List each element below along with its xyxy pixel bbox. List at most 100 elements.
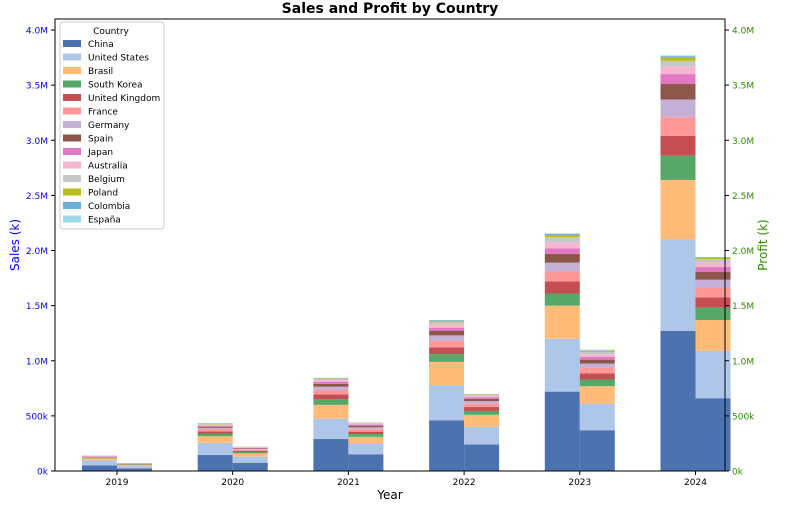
legend-label: Spain: [88, 135, 113, 145]
x-tick-label: 2024: [684, 478, 707, 488]
profit-bar-2024-10: [695, 259, 731, 263]
sales-bar-2024-10: [660, 60, 696, 67]
sales-bar-2024-6: [660, 99, 696, 118]
right-y-axis: 0k 500k 1.0M 1.5M 2.0M 2.5M 3.0M 3.5M 4.0M: [725, 27, 755, 478]
legend-swatch: [63, 67, 81, 74]
sales-bar-2020-2: [197, 436, 233, 443]
x-axis-label: Year: [376, 488, 402, 502]
profit-bar-2022-3: [464, 410, 500, 415]
legend-label: China: [88, 40, 114, 50]
profit-bar-2023-2: [579, 386, 615, 404]
sales-bar-2020-6: [197, 427, 233, 430]
profit-bar-2022-4: [464, 407, 500, 411]
legend-label: Colombia: [88, 202, 130, 212]
sales-bar-2024-13: [660, 55, 696, 57]
sales-bar-2022-10: [429, 322, 465, 325]
legend-label: Brasil: [88, 67, 113, 77]
legend-swatch: [63, 202, 81, 209]
sales-bar-2023-0: [544, 391, 580, 471]
profit-bar-2022-8: [464, 397, 500, 399]
legend-title: Country: [93, 27, 129, 37]
sales-bar-2023-10: [544, 237, 580, 243]
profit-bar-2019-2: [117, 464, 152, 467]
sales-bar-2020-9: [197, 424, 233, 426]
profit-bar-2024-6: [695, 279, 731, 288]
chart-title: Sales and Profit by Country: [282, 1, 499, 17]
profit-bar-2021-8: [348, 424, 384, 426]
profit-bar-2022-10: [464, 394, 500, 396]
sales-bar-2022-9: [429, 324, 465, 328]
sales-bar-2024-11: [660, 57, 696, 61]
profit-bar-2022-6: [464, 400, 500, 404]
profit-bar-2023-0: [579, 430, 615, 471]
legend-box: [59, 21, 165, 230]
legend-swatch: [63, 40, 81, 47]
legend-swatch: [63, 121, 81, 128]
left-y-axis: 0k 500k 1.0M 1.5M 2.0M 2.5M 3.0M 3.5M 4.0M: [26, 27, 55, 478]
profit-bar-2023-10: [579, 351, 615, 355]
sales-bar-2020-0: [197, 455, 233, 471]
sales-bar-2023-1: [544, 338, 580, 392]
profit-bar-2024-3: [695, 307, 731, 320]
legend-swatch: [63, 80, 81, 88]
sales-bar-2023-9: [544, 242, 580, 249]
profit-bar-2024-7: [695, 272, 731, 280]
sales-bar-2023-2: [544, 305, 580, 339]
sales-bar-2019-3: [82, 457, 117, 459]
sales-bar-2020-7: [197, 426, 233, 428]
sales-bar-2020-5: [197, 429, 233, 432]
left-tick-label: 0k: [37, 468, 49, 478]
sales-bar-2024-2: [660, 179, 696, 240]
sales-bar-2021-5: [313, 389, 349, 395]
sales-bar-2024-8: [660, 74, 696, 85]
profit-bar-2023-1: [579, 403, 615, 431]
sales-bar-2021-7: [313, 383, 349, 387]
sales-bar-2024-4: [660, 135, 696, 156]
right-tick-label: 1.0M: [732, 357, 754, 367]
sales-bar-2024-7: [660, 84, 696, 100]
profit-bar-2023-6: [579, 363, 615, 368]
profit-bar-2021-9: [348, 423, 384, 425]
sales-bar-2024-9: [660, 66, 696, 75]
sales-bar-2020-11: [197, 423, 233, 425]
sales-bar-2022-12: [429, 320, 465, 322]
sales-bar-2022-1: [429, 385, 465, 421]
profit-bar-2024-9: [695, 262, 731, 268]
sales-bar-2019-0: [82, 465, 117, 471]
x-tick-label: 2020: [221, 478, 244, 488]
profit-bar-2023-11: [579, 350, 615, 352]
profit-bar-2024-4: [695, 297, 731, 308]
profit-bar-2022-0: [464, 444, 500, 471]
x-tick-label: 2022: [453, 478, 476, 488]
sales-bar-2023-5: [544, 271, 580, 282]
profit-bar-2024-12: [695, 257, 731, 258]
legend-label: Poland: [88, 189, 118, 199]
profit-bar-2023-13: [579, 349, 615, 351]
sales-bar-2021-1: [313, 418, 349, 440]
right-y-axis-label: Profit (k): [756, 219, 770, 270]
sales-bar-2022-11: [429, 321, 465, 323]
sales-bar-2023-8: [544, 248, 580, 254]
profit-bar-2022-1: [464, 426, 500, 445]
x-tick-label: 2021: [337, 478, 360, 488]
legend-swatch: [63, 53, 81, 61]
profit-bar-2021-1: [348, 443, 384, 455]
legend-swatch: [63, 175, 81, 182]
legend-swatch: [63, 134, 81, 142]
profit-bar-2021-3: [348, 434, 384, 437]
profit-bar-2021-4: [348, 431, 384, 435]
legend-label: South Korea: [88, 81, 143, 91]
profit-bar-2020-2: [232, 453, 268, 457]
sales-bar-2021-3: [313, 399, 349, 405]
sales-bar-2022-6: [429, 335, 465, 341]
sales-bar-2020-8: [197, 425, 233, 427]
legend-swatch: [63, 215, 81, 223]
profit-bar-2020-5: [232, 449, 268, 451]
sales-bar-2019-1: [82, 460, 117, 466]
profit-bar-2019-1: [117, 466, 152, 469]
sales-bar-2024-1: [660, 239, 696, 331]
left-tick-label: 1.0M: [26, 357, 48, 367]
legend-swatch: [63, 107, 81, 115]
right-tick-label: 2.5M: [732, 192, 754, 202]
legend-label: Australia: [88, 162, 128, 172]
